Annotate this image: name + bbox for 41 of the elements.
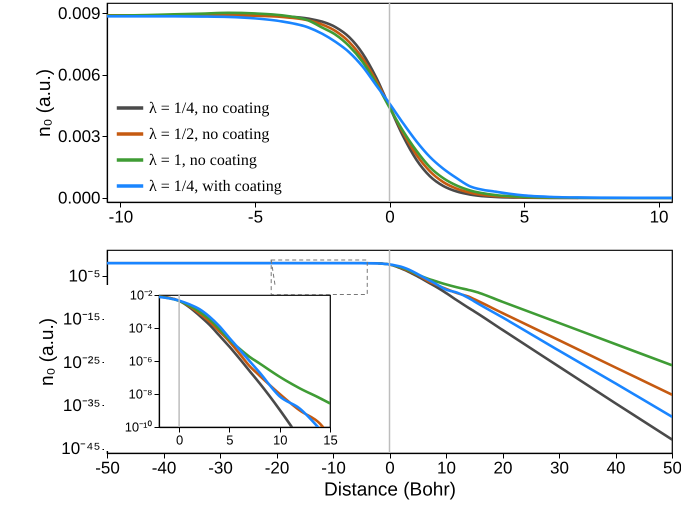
x-tick-label: 10 bbox=[272, 432, 288, 448]
y-tick-label: 10⁻⁸ bbox=[128, 386, 152, 402]
x-axis-title: Distance (Bohr) bbox=[324, 480, 456, 500]
y-tick-label: 0.003 bbox=[58, 126, 100, 146]
x-tick-label: 10 bbox=[437, 458, 456, 478]
x-tick-label: -40 bbox=[152, 458, 176, 478]
y-tick-label: 10⁻⁴ bbox=[128, 320, 152, 336]
x-tick-label: 50 bbox=[663, 458, 681, 478]
x-tick-label: 40 bbox=[606, 458, 626, 478]
y-tick-label: 10⁻⁶ bbox=[128, 354, 152, 368]
y-tick-label: 0.009 bbox=[58, 4, 100, 23]
x-tick-label: -10 bbox=[321, 458, 346, 478]
x-tick-label: 0 bbox=[385, 208, 395, 226]
x-tick-label: 15 bbox=[323, 432, 338, 448]
legend-label: λ = 1, no coating bbox=[149, 152, 257, 169]
y-tick-label: 10⁻¹⁵ bbox=[62, 310, 100, 329]
x-tick-label: -30 bbox=[208, 458, 233, 478]
y-tick-label: 10⁻¹⁰ bbox=[124, 420, 152, 434]
x-tick-label: -20 bbox=[264, 458, 290, 478]
x-tick-label: 10 bbox=[650, 208, 669, 226]
x-tick-label: -10 bbox=[108, 208, 134, 226]
y-tick-label: 10⁻³⁵ bbox=[62, 396, 100, 415]
legend-label: λ = 1/4, with coating bbox=[149, 178, 282, 195]
y-axis-title: n₀ (a.u.) bbox=[37, 318, 58, 386]
x-tick-label: 30 bbox=[550, 458, 569, 478]
x-tick-label: -5 bbox=[248, 208, 264, 226]
y-tick-label: 0.000 bbox=[58, 188, 100, 208]
x-tick-label: 0 bbox=[385, 458, 395, 478]
y-tick-label: 0.006 bbox=[58, 65, 100, 84]
x-tick-label: 0 bbox=[176, 432, 184, 448]
y-tick-label: 10⁻²⁵ bbox=[62, 352, 100, 372]
legend-label: λ = 1/2, no coating bbox=[149, 126, 270, 143]
y-tick-label: 10⁻² bbox=[130, 288, 154, 302]
y-tick-label: 10⁻⁵ bbox=[68, 266, 100, 286]
x-tick-label: 20 bbox=[494, 458, 512, 478]
y-axis-title: n₀ (a.u.) bbox=[34, 68, 55, 138]
legend-label: λ = 1/4, no coating bbox=[149, 100, 270, 117]
x-tick-label: -50 bbox=[95, 458, 120, 478]
y-tick-label: 10⁻⁴⁵ bbox=[61, 439, 100, 458]
x-tick-label: 5 bbox=[226, 432, 234, 448]
x-tick-label: 5 bbox=[520, 208, 530, 226]
